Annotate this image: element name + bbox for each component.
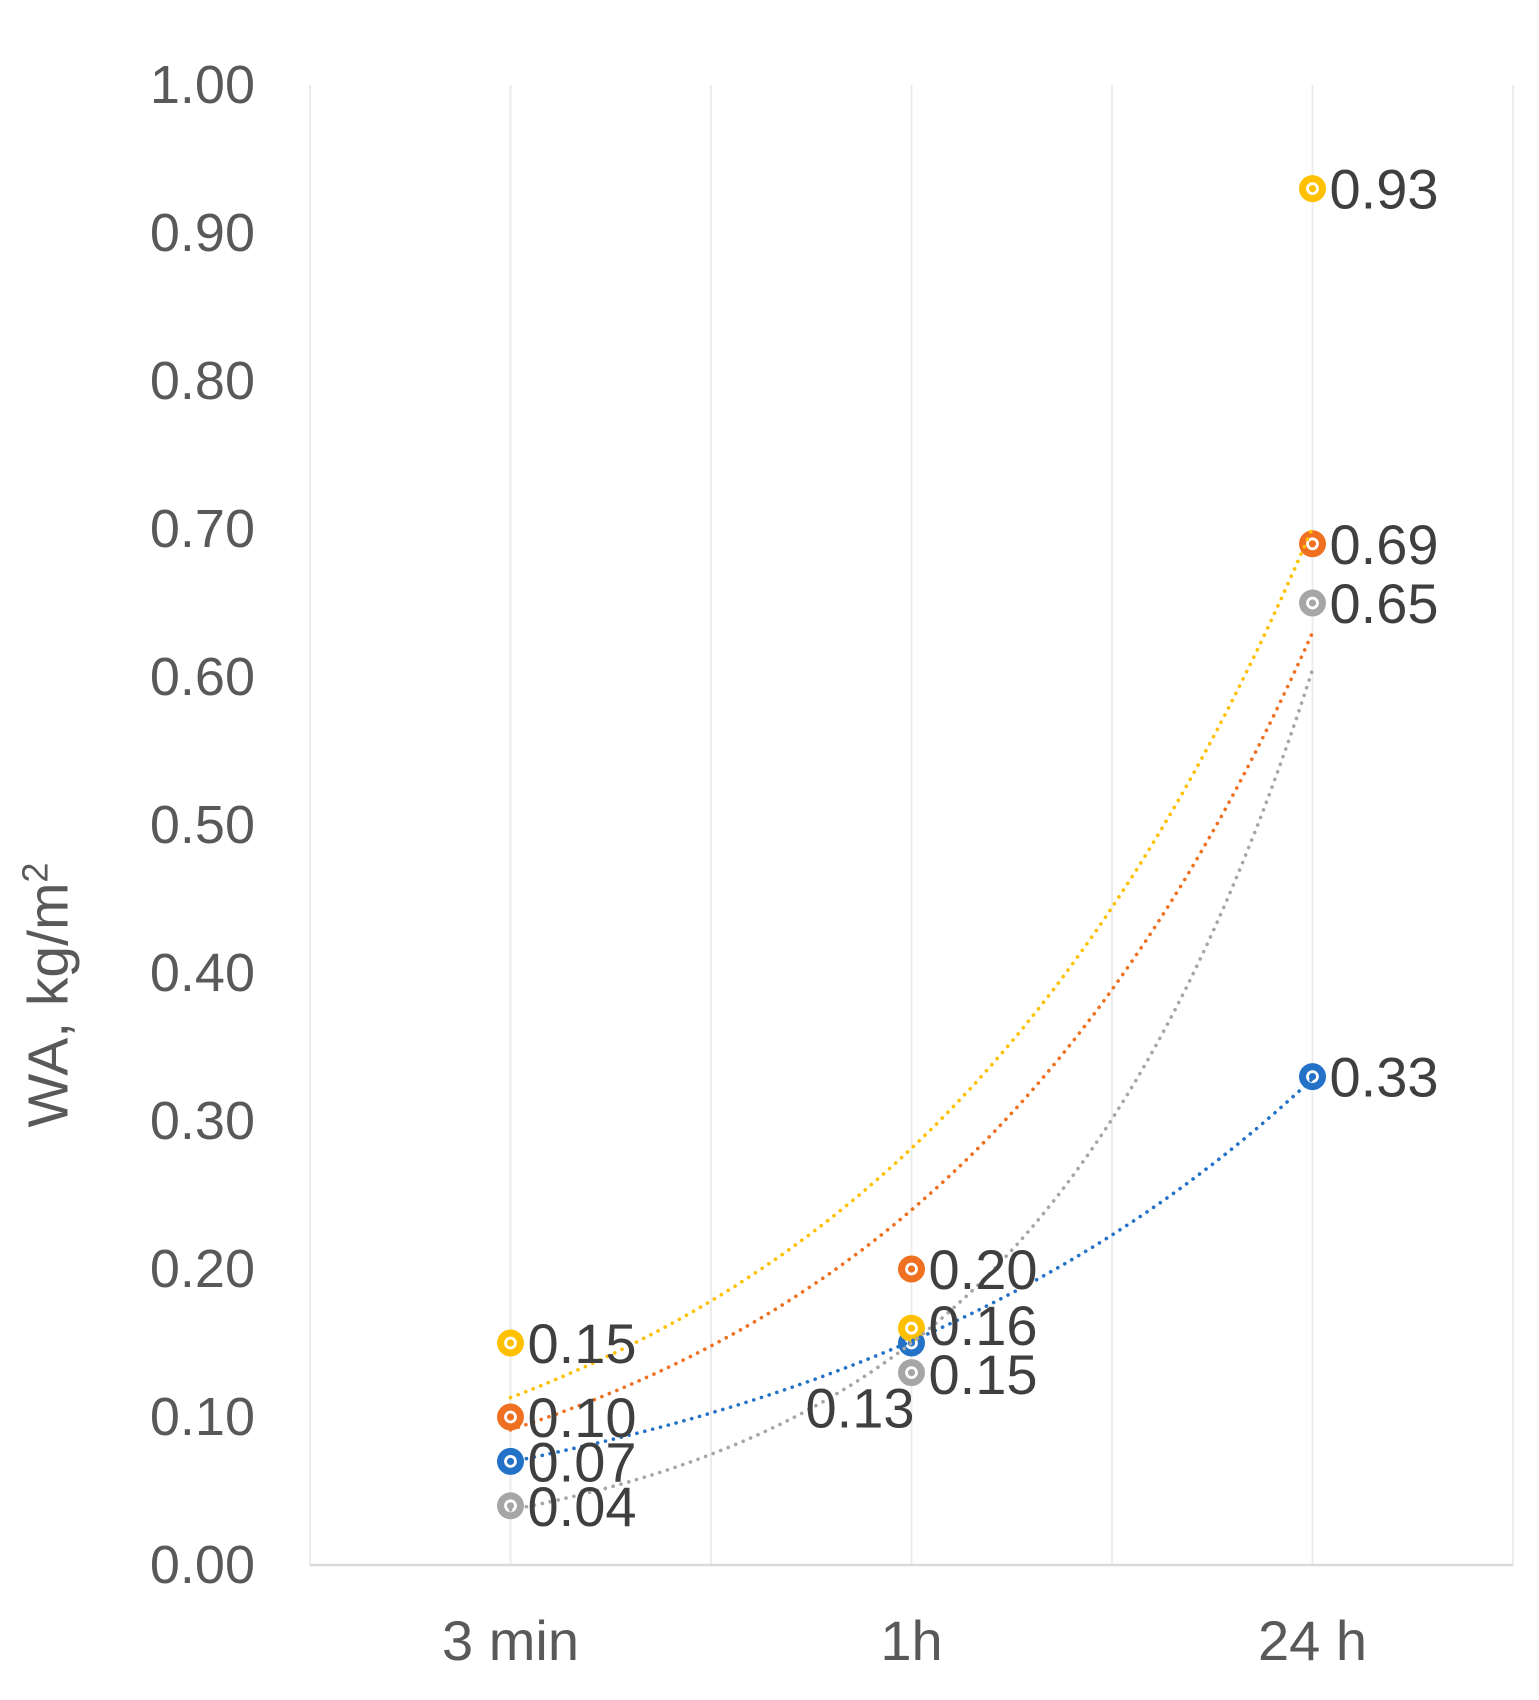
y-tick-label: 0.50 <box>149 795 255 855</box>
data-point-marker-ring-orange <box>1306 537 1319 551</box>
y-tick-label: 0.00 <box>149 1535 255 1595</box>
trendline-orange <box>508 630 1315 1432</box>
data-point-marker-yellow <box>898 1314 925 1342</box>
data-point-marker-ring-yellow <box>504 1336 517 1350</box>
data-label-yellow: 0.16 <box>929 1294 1038 1357</box>
data-label-orange: 0.69 <box>1330 513 1439 576</box>
data-label-blue: 0.15 <box>929 1343 1038 1406</box>
data-point-marker-ring-blue <box>1306 1070 1319 1083</box>
data-label-orange: 0.20 <box>929 1238 1038 1301</box>
x-category-label: 1h <box>880 1609 943 1672</box>
y-tick-label: 0.10 <box>149 1387 255 1447</box>
trendline-gray <box>508 667 1315 1512</box>
y-axis-title: WA, kg/m2 <box>15 863 82 1128</box>
data-label-gray: 0.13 <box>806 1377 915 1440</box>
y-tick-label: 0.90 <box>149 203 255 263</box>
data-point-marker-gray <box>898 1359 925 1387</box>
data-point-marker-ring-blue <box>504 1455 517 1468</box>
data-label-blue: 0.07 <box>528 1430 637 1493</box>
data-point-marker-ring-orange <box>905 1262 918 1276</box>
data-point-marker-ring-gray <box>905 1366 918 1379</box>
y-axis-title-text: WA, kg/m <box>16 882 81 1128</box>
data-label-orange: 0.10 <box>528 1386 637 1449</box>
data-point-marker-gray <box>497 1492 524 1520</box>
data-point-marker-ring-orange <box>504 1410 517 1424</box>
data-point-marker-yellow <box>1299 175 1326 203</box>
y-tick-label: 1.00 <box>149 55 255 115</box>
y-tick-label: 0.80 <box>149 351 255 411</box>
data-label-blue: 0.33 <box>1330 1046 1439 1109</box>
data-point-marker-ring-yellow <box>905 1321 918 1335</box>
data-label-yellow: 0.93 <box>1330 158 1439 221</box>
data-point-marker-orange <box>1299 530 1326 558</box>
y-axis-title-superscript: 2 <box>14 862 56 883</box>
data-point-marker-gray <box>1299 589 1326 617</box>
data-point-marker-orange <box>497 1403 524 1431</box>
data-label-yellow: 0.15 <box>528 1312 637 1375</box>
x-category-label: 24 h <box>1258 1609 1367 1672</box>
data-point-marker-ring-gray <box>1306 596 1319 610</box>
data-point-marker-blue <box>1299 1063 1326 1091</box>
y-tick-label: 0.70 <box>149 499 255 559</box>
x-category-label: 3 min <box>442 1609 579 1672</box>
trendline-yellow <box>508 525 1315 1400</box>
data-point-marker-yellow <box>497 1329 524 1357</box>
data-label-gray: 0.04 <box>528 1475 637 1538</box>
y-tick-label: 0.40 <box>149 943 255 1003</box>
trendline-blue <box>508 1076 1315 1464</box>
y-tick-label: 0.20 <box>149 1239 255 1299</box>
data-point-marker-ring-yellow <box>1306 182 1319 196</box>
data-point-marker-orange <box>898 1255 925 1283</box>
y-tick-label: 0.60 <box>149 647 255 707</box>
data-label-gray: 0.65 <box>1330 572 1439 635</box>
y-tick-label: 0.30 <box>149 1091 255 1151</box>
